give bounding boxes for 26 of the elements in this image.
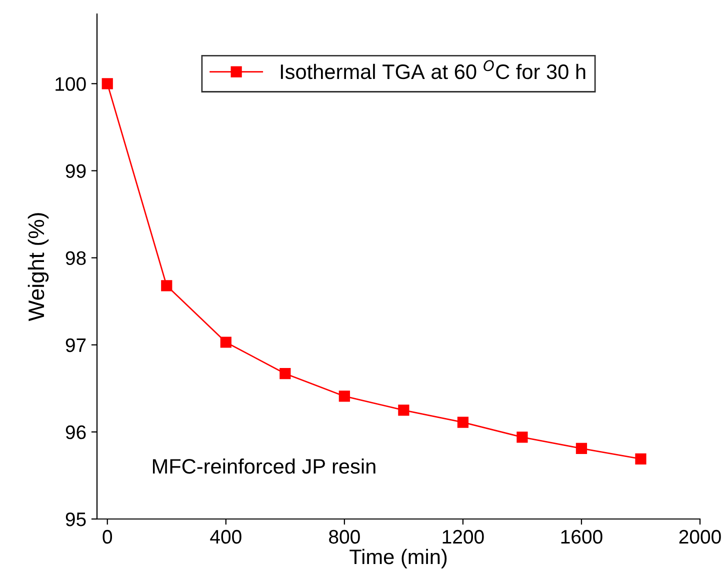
x-tick-label: 0 xyxy=(102,530,112,544)
x-tick-label: 800 xyxy=(329,530,360,544)
legend-label: Isothermal TGA at 60 $^{O}$C for 30 h xyxy=(280,60,586,80)
x-tick-label: 400 xyxy=(210,530,242,544)
point xyxy=(457,416,469,428)
y-tick-label: 98 xyxy=(66,251,86,266)
point xyxy=(576,442,588,454)
point xyxy=(161,280,172,292)
y-tick-label: 99 xyxy=(66,164,86,178)
x-axis-title: Time (min) xyxy=(350,548,447,568)
point xyxy=(338,390,350,402)
x-tick-label: 2000 xyxy=(679,530,721,544)
point xyxy=(635,453,646,464)
point xyxy=(102,78,113,90)
y-tick-label: 100 xyxy=(56,77,86,91)
point xyxy=(220,336,232,348)
point xyxy=(398,404,410,416)
point xyxy=(280,368,291,380)
y-axis-title: Weight (%) xyxy=(28,213,49,322)
x-tick-label: 1600 xyxy=(561,530,602,544)
annotation: MFC-reinforced JP resin xyxy=(152,458,376,474)
y-tick-label: 96 xyxy=(66,425,86,440)
y-tick-label: 95 xyxy=(66,512,86,526)
x-tick-label: 1200 xyxy=(442,530,484,544)
point xyxy=(516,432,528,443)
y-tick-label: 97 xyxy=(66,338,86,352)
